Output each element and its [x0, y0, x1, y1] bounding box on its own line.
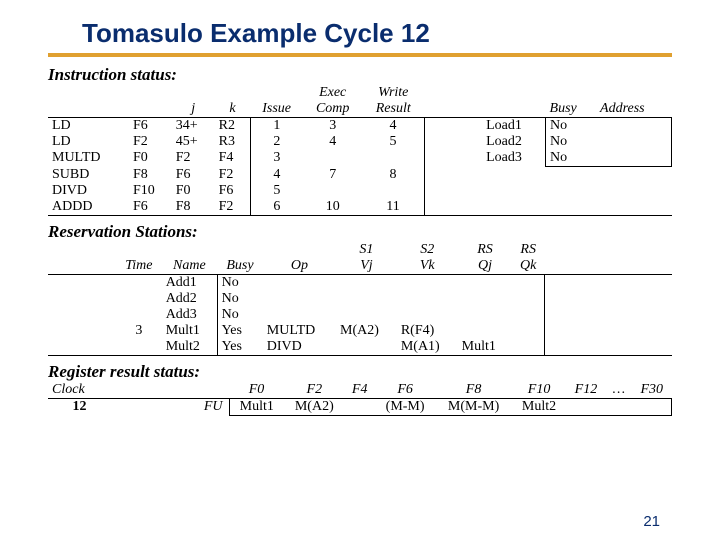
hdr-qk: Qk	[512, 258, 544, 275]
reg-col-val: M(M-M)	[435, 398, 512, 415]
hdr-s2: S2	[397, 242, 458, 258]
table-row: Mult2YesDIVDM(A1)Mult1	[48, 339, 672, 356]
reg-col-val: M(A2)	[284, 398, 344, 415]
reg-col-hdr: …	[606, 382, 632, 399]
table-row: SUBDF8F6F2478	[48, 167, 672, 183]
hdr-result: Result	[362, 101, 424, 118]
reservation-stations-table: S1 S2 RS RS Time Name Busy Op Vj Vk Qj Q…	[48, 242, 672, 356]
hdr-addr: Address	[596, 101, 671, 118]
hdr-comp: Comp	[303, 101, 362, 118]
instr-section-label: Instruction status:	[0, 65, 720, 85]
reg-col-hdr: F2	[284, 382, 344, 399]
table-row: 3Mult1YesMULTDM(A2)R(F4)	[48, 323, 672, 339]
hdr-j: j	[172, 101, 215, 118]
hdr-busy: Busy	[546, 101, 597, 118]
reg-col-hdr: F6	[375, 382, 435, 399]
hdr-busy2: Busy	[217, 258, 263, 275]
table-row: ADDDF6F8F261011	[48, 199, 672, 216]
rs-section-label: Reservation Stations:	[0, 222, 720, 242]
table-row: Add3No	[48, 307, 672, 323]
rs-table-wrap: S1 S2 RS RS Time Name Busy Op Vj Vk Qj Q…	[48, 242, 672, 356]
reg-col-val: (M-M)	[375, 398, 435, 415]
reg-table-wrap: Clock F0F2F4F6F8F10F12…F30 12 FU Mult1M(…	[48, 382, 672, 416]
hdr-op: Op	[263, 258, 336, 275]
hdr-issue: Issue	[250, 101, 303, 118]
reg-col-val: Mult2	[512, 398, 566, 415]
fu-label: FU	[111, 398, 229, 415]
instruction-status-table: Exec Write j k Issue Comp Result Busy Ad…	[48, 85, 672, 216]
hdr-rs2: RS	[512, 242, 544, 258]
hdr-vj: Vj	[336, 258, 397, 275]
reg-col-hdr: F10	[512, 382, 566, 399]
table-row: LDF245+R3245Load2No	[48, 134, 672, 150]
reg-col-hdr: F30	[632, 382, 671, 399]
hdr-write: Write	[362, 85, 424, 101]
hdr-time: Time	[116, 258, 162, 275]
hdr-vk: Vk	[397, 258, 458, 275]
hdr-rs1: RS	[458, 242, 513, 258]
reg-col-val: Mult1	[229, 398, 284, 415]
reg-col-hdr: F8	[435, 382, 512, 399]
clock-value: 12	[48, 398, 111, 415]
hdr-k: k	[215, 101, 251, 118]
table-row: DIVDF10F0F65	[48, 183, 672, 199]
table-row: MULTDF0F2F43Load3No	[48, 150, 672, 167]
page-number: 21	[643, 513, 660, 530]
reg-col-hdr: F4	[345, 382, 375, 399]
table-row: Add2No	[48, 291, 672, 307]
reg-col-val	[345, 398, 375, 415]
reg-col-hdr: F0	[229, 382, 284, 399]
register-result-table: Clock F0F2F4F6F8F10F12…F30 12 FU Mult1M(…	[48, 382, 672, 416]
table-row: LDF634+R2134Load1No	[48, 118, 672, 135]
reg-col-val	[566, 398, 605, 415]
instr-table-wrap: Exec Write j k Issue Comp Result Busy Ad…	[48, 85, 672, 216]
table-row: Add1No	[48, 274, 672, 291]
title-underline	[48, 53, 672, 57]
hdr-s1: S1	[336, 242, 397, 258]
reg-col-val	[632, 398, 671, 415]
reg-section-label: Register result status:	[0, 362, 720, 382]
hdr-name: Name	[162, 258, 217, 275]
reg-col-val	[606, 398, 632, 415]
slide-title: Tomasulo Example Cycle 12	[0, 0, 720, 53]
clock-label: Clock	[48, 382, 111, 399]
hdr-exec: Exec	[303, 85, 362, 101]
hdr-qj: Qj	[458, 258, 513, 275]
reg-col-hdr: F12	[566, 382, 605, 399]
